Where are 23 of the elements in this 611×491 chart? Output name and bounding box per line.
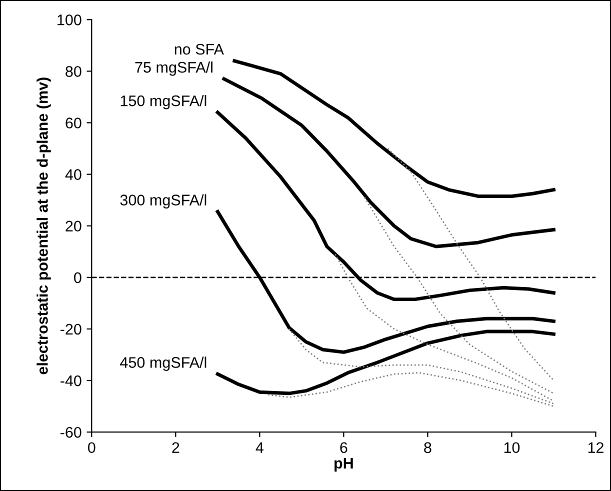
x-tick-label: 4 [256, 442, 264, 453]
x-tick-label: 6 [340, 442, 348, 454]
x-tick-label: 10 [504, 442, 520, 454]
series-label: 75 mgSFA/l [135, 61, 212, 76]
x-tick-label: 8 [424, 442, 432, 454]
y-tick-label: 100 [58, 14, 82, 26]
y-tick-label: 40 [65, 169, 82, 180]
y-tick-label: -60 [60, 426, 82, 438]
y-tick-label: 60 [66, 118, 82, 128]
x-tick-label: 12 [588, 442, 604, 453]
y-tick-label: -20 [60, 324, 82, 335]
series-label: 150 mgSFA/l [120, 95, 206, 110]
x-axis-title: pH [334, 458, 353, 472]
y-tick-label: 0 [74, 272, 82, 284]
y-axis-title: electrostatic potential at the d-plane (mv) [36, 78, 51, 374]
y-tick-label: 80 [66, 66, 82, 77]
x-tick-label: 0 [88, 442, 96, 454]
series-label: 450 mgSFA/l [120, 356, 206, 371]
series-label: no SFA [174, 44, 224, 55]
x-tick-label: 2 [172, 442, 180, 453]
y-tick-label: -40 [60, 375, 82, 386]
series-label: 300 mgSFA/l [120, 194, 206, 208]
y-tick-label: 20 [66, 220, 82, 232]
